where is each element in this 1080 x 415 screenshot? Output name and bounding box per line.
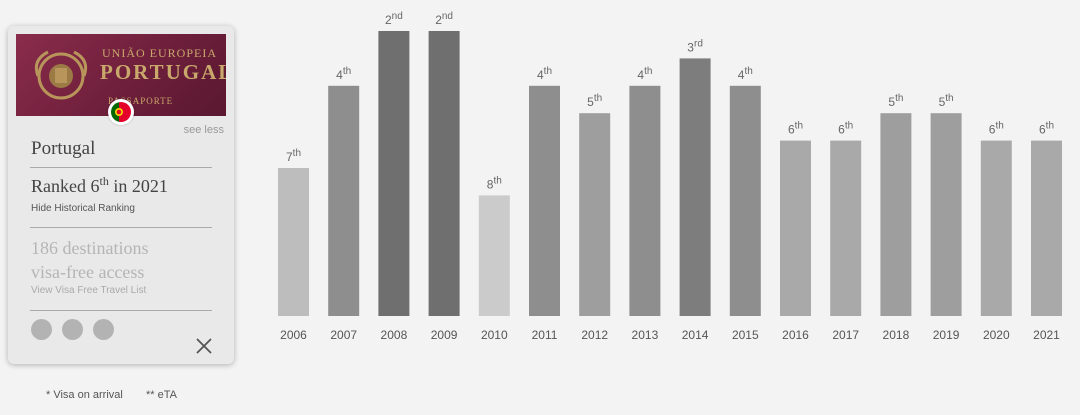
- bar-2011: [529, 85, 560, 316]
- bar-2007: [328, 85, 360, 316]
- bar-2009: [428, 31, 460, 316]
- x-tick-2013: 2013: [632, 328, 659, 342]
- x-tick-2020: 2020: [983, 328, 1010, 342]
- bar-2016: [780, 140, 811, 316]
- bar-label-2008: 2nd: [385, 11, 403, 27]
- close-icon[interactable]: [195, 337, 213, 355]
- x-tick-2006: 2006: [280, 328, 307, 342]
- x-tick-2019: 2019: [933, 328, 960, 342]
- bar-2019: [930, 113, 962, 316]
- option-dot-1[interactable]: [31, 319, 52, 340]
- x-tick-2010: 2010: [481, 328, 508, 342]
- bar-label-2016: 6th: [788, 121, 803, 137]
- bar-2013: [629, 85, 661, 316]
- footnote-visa-on-arrival: * Visa on arrival: [46, 389, 123, 401]
- bar-label-2012: 5th: [587, 93, 602, 109]
- see-less-link[interactable]: see less: [183, 124, 224, 136]
- divider: [30, 227, 212, 228]
- bar-label-2021: 6th: [1039, 121, 1054, 137]
- x-tick-2021: 2021: [1033, 328, 1060, 342]
- bar-label-2017: 6th: [838, 121, 853, 137]
- bar-label-2014: 3rd: [687, 38, 703, 54]
- portugal-flag-icon: [108, 99, 134, 125]
- passport-label-text: PASSAPORTE: [108, 96, 174, 106]
- bar-label-2009: 2nd: [435, 11, 453, 27]
- bar-label-2020: 6th: [989, 121, 1004, 137]
- passport-union-text: UNIÃO EUROPEIA: [102, 46, 217, 60]
- x-tick-2014: 2014: [682, 328, 709, 342]
- visa-free-count: 186 destinations visa-free access: [31, 238, 149, 282]
- bar-2006: [278, 168, 309, 316]
- divider: [30, 310, 212, 311]
- current-rank: Ranked 6th in 2021: [31, 174, 168, 196]
- bar-label-2007: 4th: [336, 66, 351, 82]
- hide-historical-ranking-link[interactable]: Hide Historical Ranking: [31, 203, 135, 214]
- bar-label-2010: 8th: [487, 175, 502, 191]
- x-tick-2012: 2012: [581, 328, 608, 342]
- bar-2012: [579, 113, 611, 316]
- x-tick-2016: 2016: [782, 328, 809, 342]
- bar-label-2018: 5th: [888, 93, 903, 109]
- bar-2014: [679, 58, 711, 317]
- bar-2018: [880, 113, 912, 316]
- bar-2017: [830, 140, 862, 316]
- bar-2015: [729, 85, 761, 316]
- bar-label-2013: 4th: [637, 66, 652, 82]
- bar-label-2019: 5th: [939, 93, 954, 109]
- bar-2010: [478, 195, 510, 316]
- country-name: Portugal: [31, 138, 96, 159]
- bar-2021: [1031, 140, 1062, 316]
- passport-card: UNIÃO EUROPEIA PORTUGAL PASSAPORTE see l…: [8, 26, 234, 364]
- view-visa-free-list-link[interactable]: View Visa Free Travel List: [31, 285, 147, 296]
- bar-label-2011: 4th: [537, 66, 552, 82]
- x-tick-2011: 2011: [532, 328, 558, 342]
- bar-2008: [378, 31, 410, 316]
- x-tick-2017: 2017: [832, 328, 859, 342]
- bar-label-2006: 7th: [286, 148, 301, 164]
- x-tick-2007: 2007: [330, 328, 357, 342]
- footnote-eta: ** eTA: [146, 389, 177, 401]
- x-tick-2009: 2009: [431, 328, 458, 342]
- divider: [30, 167, 212, 168]
- coat-of-arms-icon: [34, 50, 88, 100]
- x-tick-2015: 2015: [732, 328, 759, 342]
- option-dot-3[interactable]: [93, 319, 114, 340]
- x-tick-2008: 2008: [381, 328, 408, 342]
- bar-label-2015: 4th: [738, 66, 753, 82]
- bar-2020: [980, 140, 1012, 316]
- x-tick-2018: 2018: [883, 328, 910, 342]
- passport-country-text: PORTUGAL: [100, 60, 226, 84]
- passport-cover-image: UNIÃO EUROPEIA PORTUGAL PASSAPORTE: [16, 34, 226, 116]
- option-dot-2[interactable]: [62, 319, 83, 340]
